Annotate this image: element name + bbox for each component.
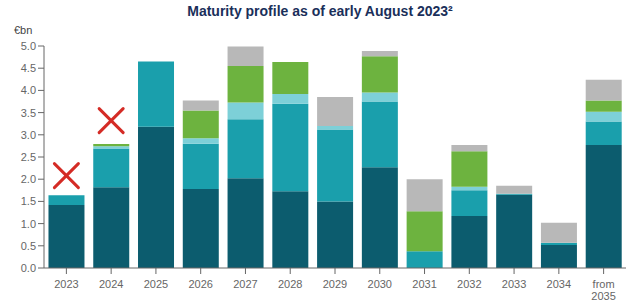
html-text:Maturity profile as of early A: Maturity profile as of early August 2023… <box>187 3 453 19</box>
svg-text:0.5: 0.5 <box>21 240 36 252</box>
html-text:€bn: €bn <box>14 24 33 36</box>
svg-text:2024: 2024 <box>99 278 123 290</box>
svg-text:2030: 2030 <box>368 278 392 290</box>
svg-text:2.5: 2.5 <box>21 151 36 163</box>
svg-text:2023: 2023 <box>54 278 78 290</box>
svg-text:2032: 2032 <box>457 278 481 290</box>
svg-text:1.0: 1.0 <box>21 218 36 230</box>
svg-text:2033: 2033 <box>502 278 526 290</box>
svg-text:3.5: 3.5 <box>21 107 36 119</box>
svg-text:2034: 2034 <box>547 278 571 290</box>
svg-text:from2035: from2035 <box>591 278 615 302</box>
svg-text:2027: 2027 <box>233 278 257 290</box>
svg-text:3.0: 3.0 <box>21 129 36 141</box>
svg-text:2028: 2028 <box>278 278 302 290</box>
svg-text:2026: 2026 <box>188 278 212 290</box>
svg-text:5.0: 5.0 <box>21 40 36 52</box>
svg-text:2031: 2031 <box>412 278 436 290</box>
svg-text:1.5: 1.5 <box>21 195 36 207</box>
svg-text:0.0: 0.0 <box>21 262 36 274</box>
svg-text:2025: 2025 <box>144 278 168 290</box>
svg-text:4.5: 4.5 <box>21 62 36 74</box>
svg-text:2029: 2029 <box>323 278 347 290</box>
svg-text:2.0: 2.0 <box>21 173 36 185</box>
svg-text:4.0: 4.0 <box>21 84 36 96</box>
